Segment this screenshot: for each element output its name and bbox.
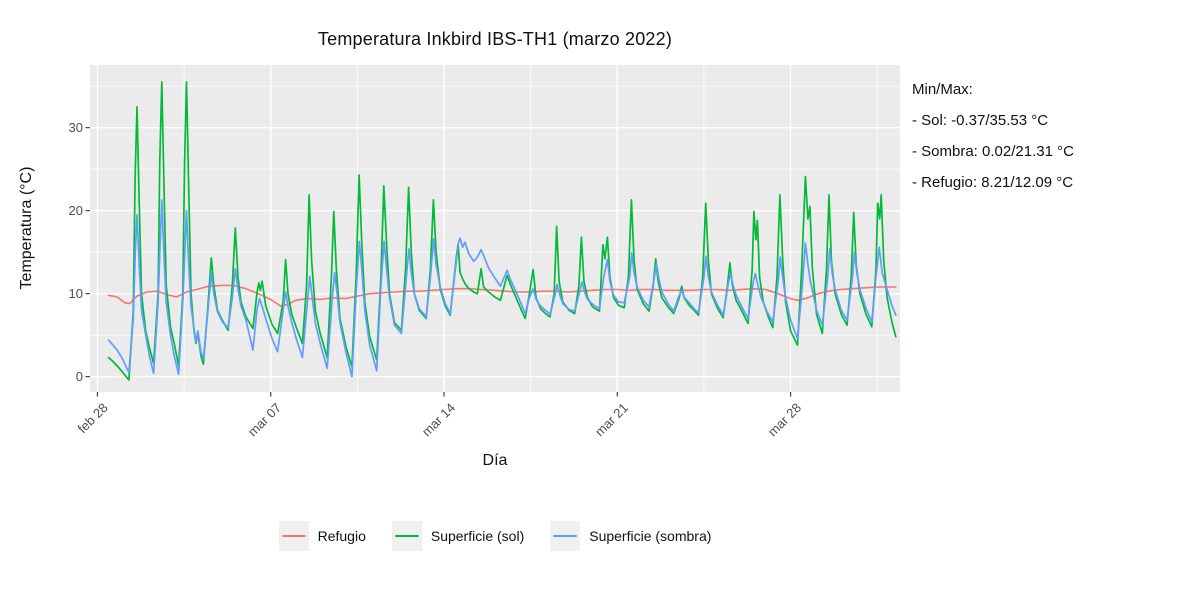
legend-key-swatch xyxy=(278,521,309,551)
legend-item-refugio: Refugio xyxy=(278,521,366,551)
y-tick-label: 10 xyxy=(68,285,83,301)
y-tick-label: 20 xyxy=(68,202,83,218)
series-line-superficie-sombra xyxy=(107,199,897,378)
legend-label: Superficie (sol) xyxy=(430,528,525,544)
minmax-annotation: Min/Max: - Sol: -0.37/35.53 °C - Sombra:… xyxy=(912,74,1074,198)
y-tick-label: 30 xyxy=(68,119,83,135)
annotation-minmax-header: Min/Max: xyxy=(912,81,973,98)
legend-item-superficie-sombra: Superficie (sombra) xyxy=(550,521,711,551)
annotation-sol-minmax: - Sol: -0.37/35.53 °C xyxy=(912,112,1049,129)
panel-background xyxy=(90,65,900,392)
annotation-refugio-minmax: - Refugio: 8.21/12.09 °C xyxy=(912,174,1074,191)
legend-key-swatch xyxy=(550,521,581,551)
legend-item-superficie-sol: Superficie (sol) xyxy=(391,521,525,551)
legend-key-swatch xyxy=(391,521,422,551)
x-axis-title: Día xyxy=(482,452,508,469)
legend-key-line xyxy=(553,534,578,538)
legend-label: Refugio xyxy=(317,528,366,544)
annotation-sombra-minmax: - Sombra: 0.02/21.31 °C xyxy=(912,143,1074,160)
legend-label: Superficie (sombra) xyxy=(589,528,712,544)
legend-key-line xyxy=(394,534,419,538)
chart-title: Temperatura Inkbird IBS-TH1 (marzo 2022) xyxy=(317,29,673,49)
legend-key-line xyxy=(281,534,306,538)
legend: Refugio Superficie (sol) Superficie (sombr… xyxy=(90,521,900,551)
y-axis-title: Temperatura (°C) xyxy=(18,166,35,290)
y-tick-label: 0 xyxy=(75,368,83,384)
